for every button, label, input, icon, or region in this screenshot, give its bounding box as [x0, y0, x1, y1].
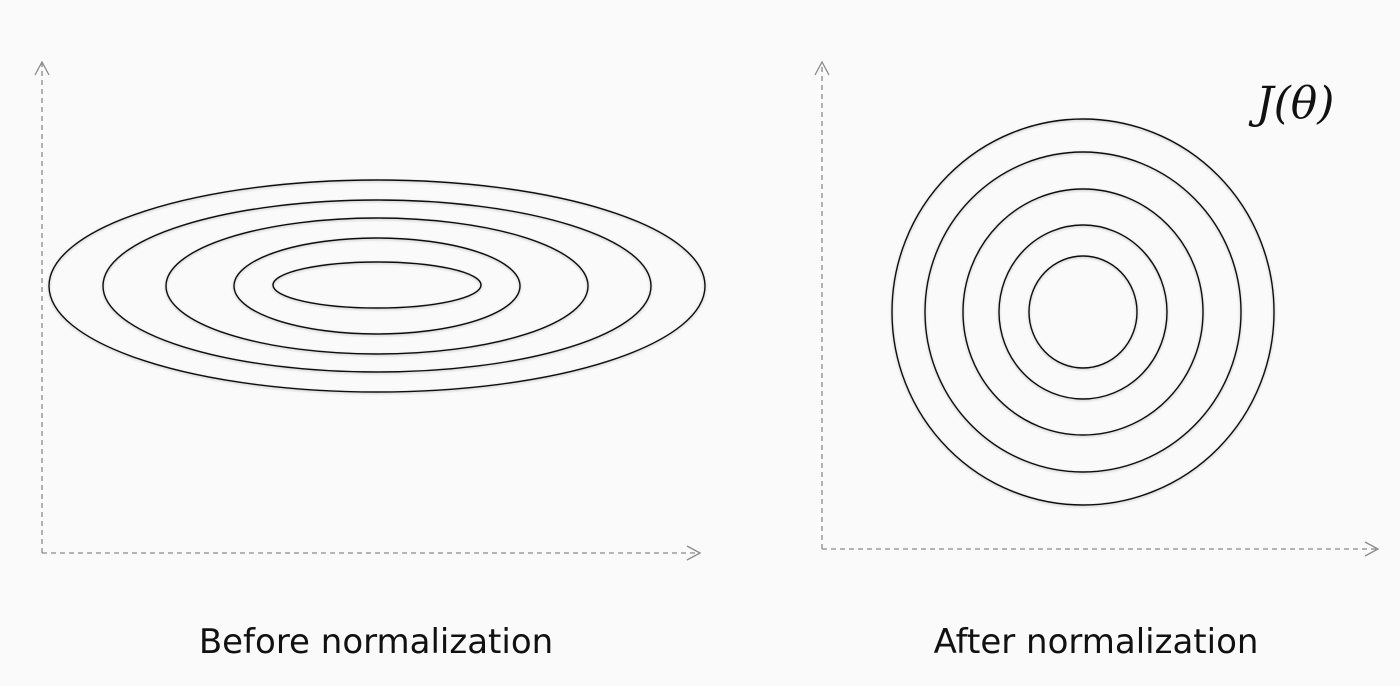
after-contour-1 — [1028, 255, 1138, 369]
after-contours — [891, 118, 1275, 506]
after-contour-4 — [924, 151, 1242, 473]
before-x-arrowhead — [686, 545, 702, 561]
after-x-arrowhead — [1364, 541, 1380, 557]
after-contour-2 — [998, 224, 1168, 400]
before-normalization-caption: Before normalization — [198, 622, 554, 662]
cost-function-label: J(θ) — [1248, 78, 1334, 129]
after-contour-3 — [962, 188, 1204, 436]
after-contour-5 — [891, 118, 1275, 506]
after-panel-axes — [814, 60, 1380, 557]
after-normalization-caption: After normalization — [933, 622, 1259, 662]
before-contour-1 — [272, 261, 482, 309]
before-contour-3 — [165, 217, 589, 355]
after-y-arrowhead — [814, 60, 830, 76]
before-y-arrowhead — [34, 60, 50, 76]
before-contours — [48, 179, 706, 393]
before-panel-axes — [34, 60, 702, 561]
before-contour-2 — [233, 237, 521, 335]
before-contour-5 — [48, 179, 706, 393]
before-contour-4 — [102, 199, 652, 373]
